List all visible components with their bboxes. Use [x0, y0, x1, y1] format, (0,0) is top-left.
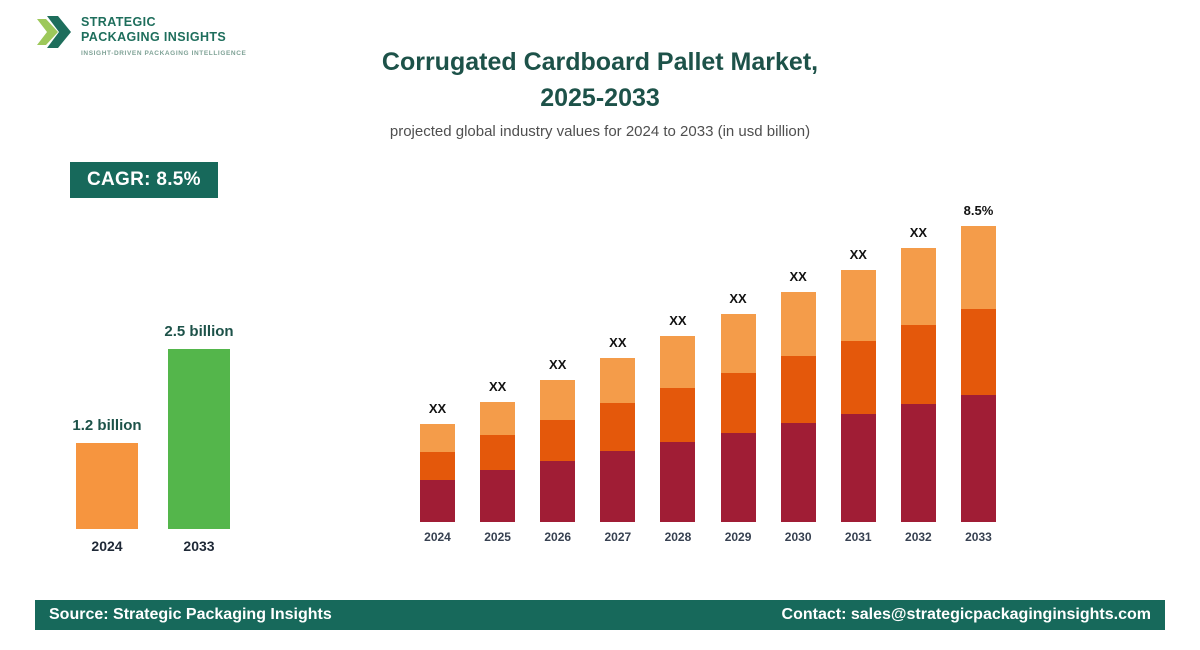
- stacked-bar-year-label: 2032: [905, 530, 932, 544]
- stacked-bar: [600, 358, 636, 522]
- stacked-bar: [660, 336, 696, 522]
- mini-bar-year-label: 2024: [91, 538, 123, 554]
- stacked-bar-segment-top-segment: [780, 292, 816, 356]
- stacked-bar-year-label: 2031: [844, 530, 872, 544]
- stacked-bar-segment-middle-segment: [900, 325, 936, 404]
- page-title-line1: Corrugated Cardboard Pallet Market,: [381, 48, 819, 76]
- stacked-bar-segment-middle-segment: [840, 341, 876, 414]
- stacked-bar-column: XX 2030: [780, 269, 816, 544]
- stacked-bar: [480, 402, 516, 522]
- mini-chart: 1.2 billion 2024 2.5 billion 2033: [72, 323, 233, 554]
- mini-bar-year-label: 2033: [183, 538, 215, 554]
- stacked-bar-year-label: 2029: [724, 530, 752, 544]
- logo-text: STRATEGIC PACKAGING INSIGHTS INSIGHT-DRI…: [81, 12, 246, 57]
- footer-source: Source: Strategic Packaging Insights: [49, 606, 332, 623]
- stacked-bar: [900, 248, 936, 522]
- stacked-bar-value-label: XX: [729, 291, 747, 306]
- page-title: Corrugated Cardboard Pallet Market, 2025…: [0, 44, 1200, 116]
- stacked-bar-segment-bottom-segment: [660, 442, 696, 522]
- mini-bar: [76, 443, 138, 529]
- stacked-bar-segment-middle-segment: [540, 420, 576, 461]
- mini-bar: [168, 349, 230, 529]
- stacked-bar-segment-middle-segment: [960, 309, 996, 395]
- stacked-bar-value-label: 8.5%: [963, 203, 994, 218]
- stacked-bar-value-label: XX: [488, 379, 507, 394]
- stacked-bar-segment-bottom-segment: [960, 395, 996, 522]
- header: Corrugated Cardboard Pallet Market, 2025…: [0, 44, 1200, 140]
- stacked-bar: [420, 424, 455, 522]
- mini-chart-column: 1.2 billion 2024: [72, 417, 141, 554]
- stacked-bar-year-label: 2033: [965, 530, 992, 544]
- stacked-bar-segment-middle-segment: [420, 452, 455, 480]
- footer-contact: Contact: sales@strategicpackaginginsight…: [781, 606, 1151, 623]
- stacked-bar-segment-top-segment: [480, 402, 516, 435]
- stacked-bar-column: XX 2028: [660, 313, 696, 544]
- logo-chevron-icon: [35, 12, 73, 52]
- stacked-bar-year-label: 2027: [604, 530, 632, 544]
- stacked-bar-segment-bottom-segment: [540, 461, 576, 522]
- stacked-bar-value-label: XX: [549, 357, 567, 372]
- stacked-bar-segment-top-segment: [660, 336, 696, 388]
- stacked-bar-segment-bottom-segment: [480, 470, 516, 522]
- stacked-bar-value-label: XX: [669, 313, 687, 328]
- stacked-bar-year-label: 2030: [784, 530, 812, 544]
- stacked-bar-segment-middle-segment: [600, 403, 636, 451]
- mini-chart-column: 2.5 billion 2033: [164, 323, 233, 554]
- stacked-bar-segment-bottom-segment: [720, 433, 756, 522]
- stacked-bar-segment-bottom-segment: [780, 423, 816, 522]
- mini-bar-value-label: 1.2 billion: [72, 417, 142, 434]
- stacked-bar-column: 8.5% 2033: [960, 203, 996, 544]
- stacked-bar-column: XX 2027: [600, 335, 636, 544]
- stacked-bar-segment-bottom-segment: [840, 414, 876, 522]
- stacked-bar-segment-top-segment: [600, 358, 636, 403]
- logo-name-line1: STRATEGIC: [81, 15, 156, 29]
- logo-name-line2: PACKAGING INSIGHTS: [81, 30, 227, 44]
- stacked-bar-year-label: 2025: [484, 530, 511, 544]
- stacked-bar-segment-top-segment: [960, 226, 996, 309]
- stacked-bar-segment-top-segment: [840, 270, 876, 341]
- stacked-bar-value-label: XX: [909, 225, 928, 240]
- stacked-bar: [780, 292, 816, 522]
- main-chart: XX 2024 XX 2025 XX 2026 XX 2027 XX 2028 XX 2029 XX 20…: [420, 203, 996, 544]
- cagr-badge: CAGR: 8.5%: [70, 162, 218, 198]
- mini-bar-value-label: 2.5 billion: [164, 323, 234, 340]
- stacked-bar-segment-middle-segment: [480, 435, 516, 470]
- stacked-bar-column: XX 2026: [540, 357, 576, 544]
- page-subtitle: projected global industry values for 202…: [389, 123, 811, 140]
- stacked-bar: [540, 380, 576, 522]
- stacked-bar-column: XX 2024: [420, 401, 455, 544]
- stacked-bar-segment-top-segment: [420, 424, 455, 452]
- page-title-line2: 2025-2033: [540, 84, 660, 112]
- stacked-bar-column: XX 2031: [840, 247, 876, 544]
- logo: STRATEGIC PACKAGING INSIGHTS INSIGHT-DRI…: [35, 12, 246, 57]
- stacked-bar: [840, 270, 876, 522]
- stacked-bar-segment-middle-segment: [720, 373, 756, 433]
- stacked-bar-segment-middle-segment: [780, 356, 816, 423]
- stacked-bar: [960, 226, 996, 522]
- stacked-bar-segment-top-segment: [720, 314, 756, 373]
- stacked-bar-column: XX 2029: [720, 291, 756, 544]
- stacked-bar-segment-bottom-segment: [600, 451, 636, 522]
- stacked-bar-segment-top-segment: [900, 248, 936, 325]
- stacked-bar-value-label: XX: [609, 335, 627, 350]
- stacked-bar-value-label: XX: [428, 401, 447, 416]
- stacked-bar: [720, 314, 756, 522]
- stacked-bar-year-label: 2024: [424, 530, 451, 544]
- stacked-bar-segment-bottom-segment: [420, 480, 455, 522]
- stacked-bar-value-label: XX: [849, 247, 867, 262]
- stacked-bar-segment-middle-segment: [660, 388, 696, 442]
- stacked-bar-segment-top-segment: [540, 380, 576, 420]
- logo-tagline: INSIGHT-DRIVEN PACKAGING INTELLIGENCE: [81, 50, 247, 57]
- stacked-bar-segment-bottom-segment: [900, 404, 936, 522]
- footer: Source: Strategic Packaging Insights Con…: [35, 600, 1165, 630]
- stacked-bar-year-label: 2026: [544, 530, 572, 544]
- stacked-bar-column: XX 2025: [480, 379, 516, 544]
- stacked-bar-column: XX 2032: [900, 225, 936, 544]
- stacked-bar-year-label: 2028: [664, 530, 692, 544]
- stacked-bar-value-label: XX: [789, 269, 807, 284]
